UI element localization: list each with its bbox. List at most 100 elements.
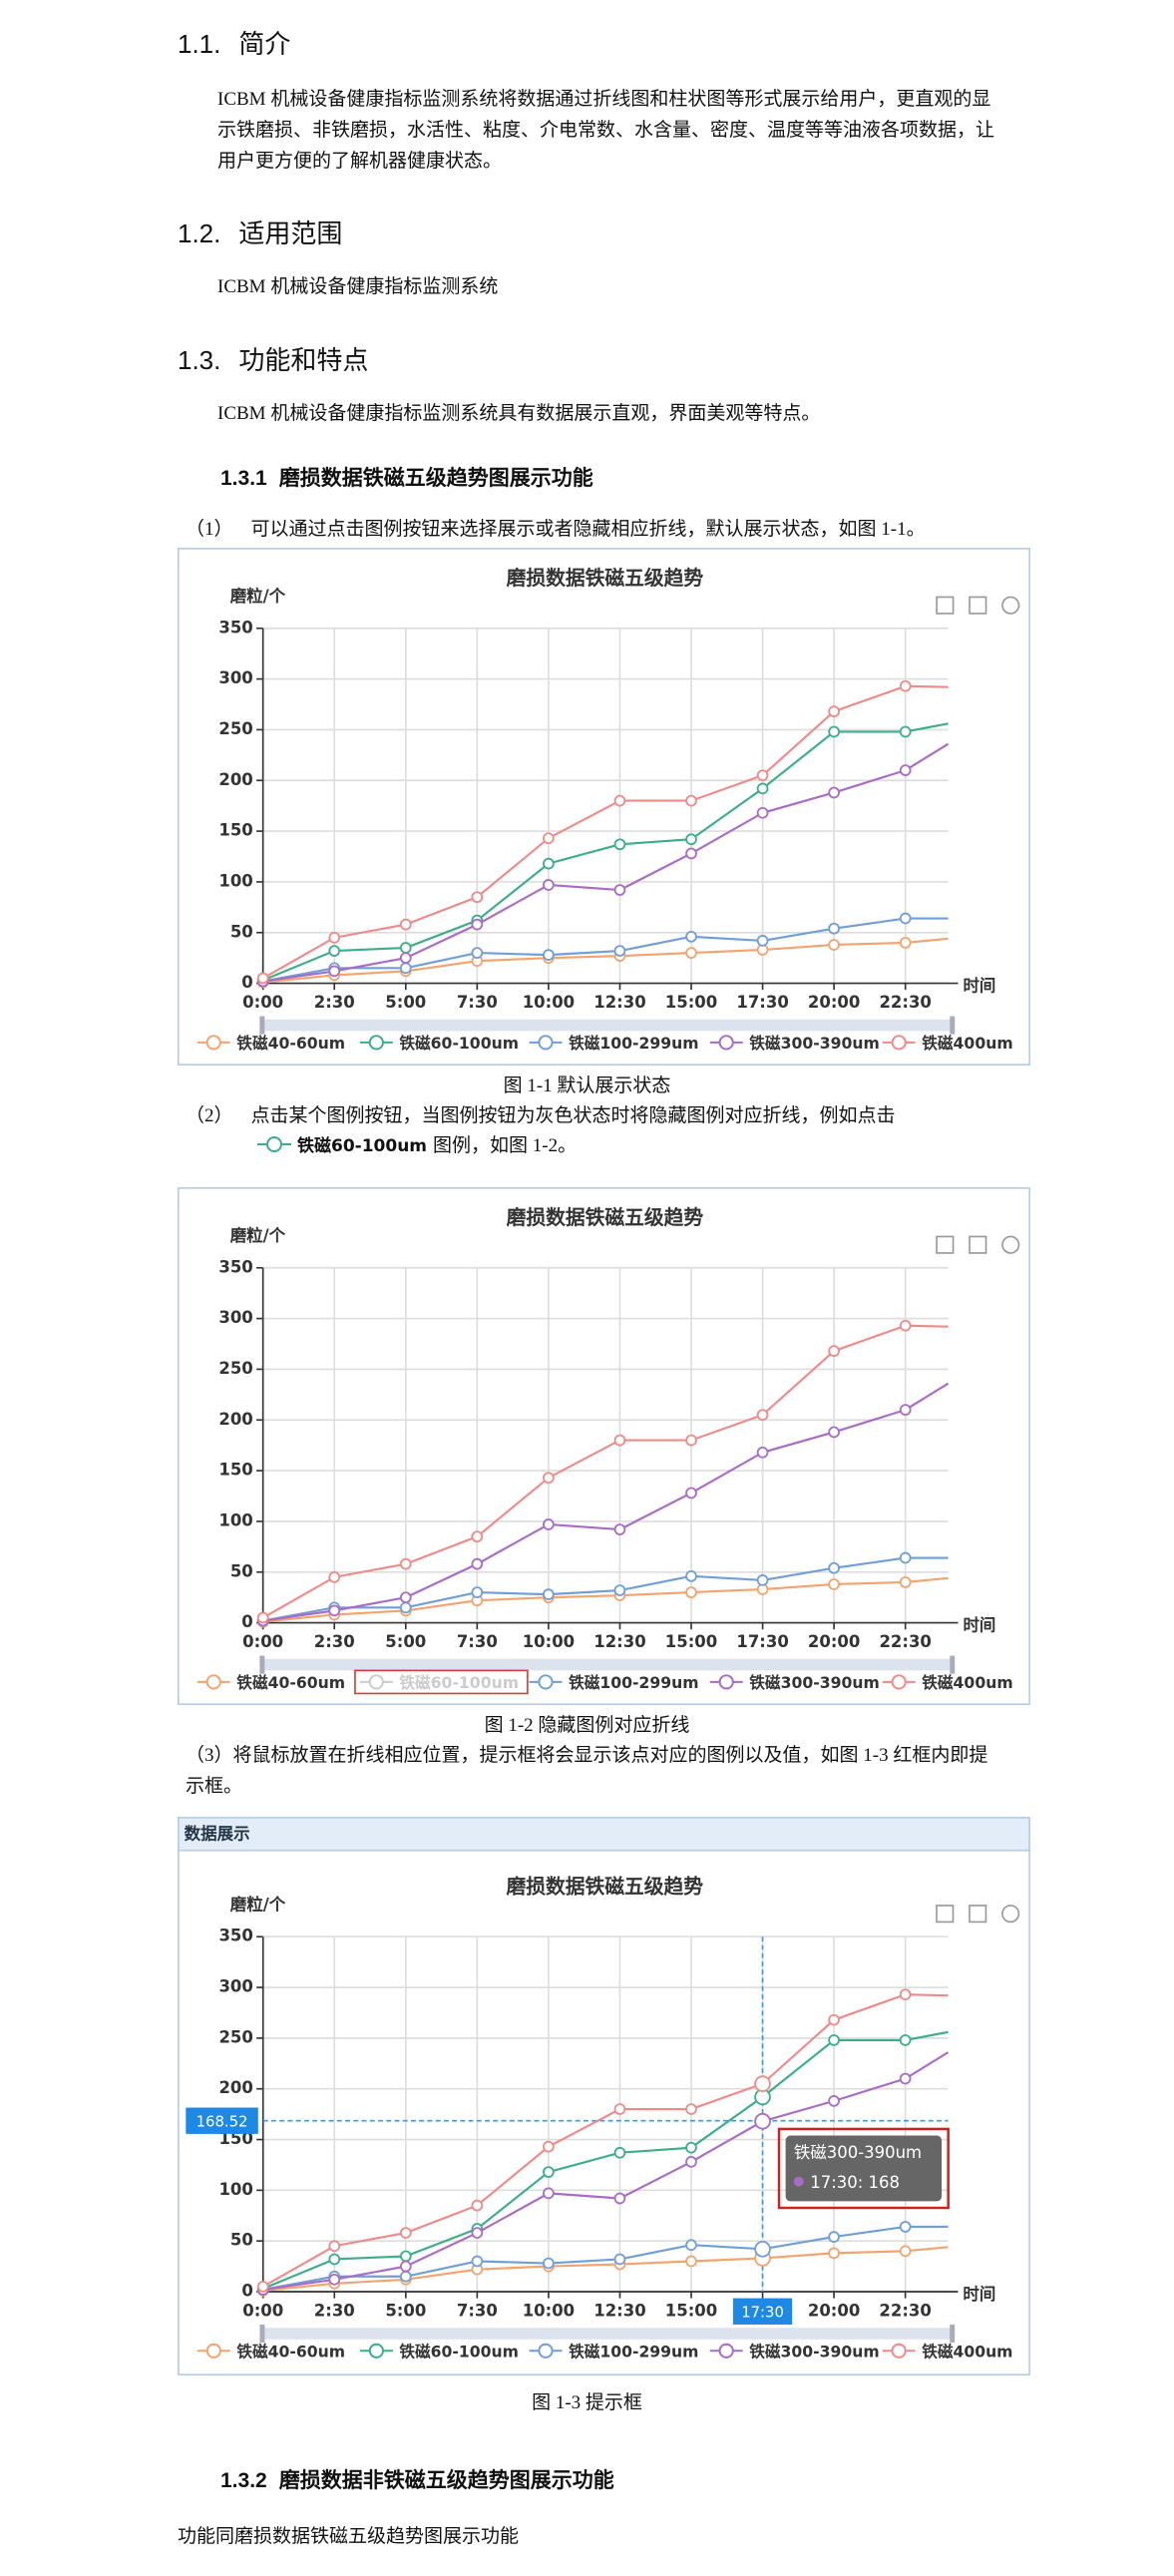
- legend-icon: [257, 1136, 291, 1152]
- x-tick-label: 10:00: [523, 993, 575, 1012]
- legend-label[interactable]: 铁磁300-390um: [749, 2342, 879, 2361]
- caption: 图 1-1 默认展示状态: [503, 1075, 671, 1096]
- data-point: [256, 972, 269, 985]
- x-tick-label: 20:00: [808, 1632, 860, 1651]
- data-point: [899, 764, 912, 776]
- legend-label[interactable]: 铁磁100-299um: [569, 2342, 698, 2361]
- legend-marker: [718, 2343, 734, 2359]
- zoom-handle: [950, 2324, 956, 2344]
- data-point: [899, 2221, 912, 2233]
- legend-label[interactable]: 铁磁300-390um: [749, 1673, 880, 1692]
- legend-label[interactable]: 铁磁100-299um: [569, 1673, 699, 1692]
- legend-marker: [205, 2343, 221, 2359]
- data-point: [828, 1578, 840, 1590]
- caption: 图 1-2 隐藏图例对应折线: [484, 1715, 690, 1736]
- data-point: [399, 2227, 412, 2239]
- x-axis-title: 时间: [963, 1615, 995, 1634]
- toolbox-icon: [936, 1905, 955, 1924]
- y-tick-label: 0: [241, 1612, 252, 1631]
- data-point: [613, 2146, 626, 2159]
- data-point: [471, 2255, 484, 2268]
- legend-label[interactable]: 铁磁40-60um: [236, 2342, 345, 2361]
- heading-title: 磨损数据铁磁五级趋势图展示功能: [278, 467, 593, 490]
- subheading: 1.3.2 磨损数据非铁磁五级趋势图展示功能: [220, 2464, 626, 2494]
- chart-frame: [178, 1187, 1030, 1705]
- item-text: 点击某个图例按钮，当图例按钮为灰色状态时将隐藏图例对应折线，例如点击: [250, 1105, 896, 1126]
- legend-label[interactable]: 铁磁100-299um: [569, 1034, 699, 1053]
- legend-label[interactable]: 铁磁60-100um: [399, 1034, 519, 1053]
- legend-marker: [891, 1674, 907, 1690]
- toolbox-icon: [1001, 596, 1020, 615]
- x-tick-label: 20:00: [808, 993, 860, 1012]
- legend-marker: [718, 1035, 734, 1051]
- data-point: [685, 2156, 697, 2168]
- toolbox-icon: [1001, 1235, 1020, 1254]
- data-point: [828, 1345, 840, 1357]
- chart-body: 磨损数据铁磁五级趋势磨粒/个时间0501001502002503003500:0…: [186, 1875, 1020, 2361]
- data-point: [543, 1518, 555, 1530]
- data-point: [756, 935, 769, 947]
- y-tick-label: 100: [218, 871, 252, 890]
- pointer-y-badge: [186, 2107, 258, 2134]
- data-point: [399, 1591, 412, 1604]
- data-point: [543, 2187, 555, 2200]
- legend-label[interactable]: 铁磁300-390um: [749, 1034, 880, 1053]
- data-point: [399, 918, 412, 931]
- y-tick-label: 100: [218, 1510, 252, 1529]
- heading-title: 简介: [238, 29, 291, 59]
- legend-label[interactable]: 铁磁40-60um: [236, 1034, 345, 1053]
- y-tick-label: 350: [218, 1257, 252, 1276]
- heading-number: 1.1.: [178, 29, 221, 59]
- chart: 数据展示磨损数据铁磁五级趋势磨粒/个时间05010015020025030035…: [178, 1817, 1030, 2375]
- data-point: [399, 2260, 412, 2273]
- data-point: [328, 965, 341, 978]
- data-point: [543, 1472, 555, 1485]
- data-point: [754, 2240, 771, 2258]
- x-tick-label: 10:00: [523, 1632, 575, 1651]
- legend-label[interactable]: 铁磁400um: [922, 1034, 1012, 1053]
- data-point: [685, 794, 697, 807]
- toolbox-icon: [969, 1905, 987, 1924]
- data-point: [328, 2273, 341, 2286]
- data-point: [899, 912, 912, 925]
- x-tick-label: 5:00: [385, 2301, 426, 2320]
- x-axis-title: 时间: [963, 976, 995, 995]
- data-point: [756, 1574, 769, 1586]
- toolbox-icon: [1001, 1905, 1020, 1924]
- zoom-handle: [259, 1016, 265, 1035]
- x-tick-label: 15:00: [665, 2301, 717, 2320]
- toolbox-icon: [969, 596, 987, 615]
- legend-label[interactable]: 铁磁400um: [922, 1673, 1012, 1692]
- data-point: [613, 2192, 626, 2205]
- paragraph: ICBM 机械设备健康指标监测系统具有数据展示直观，界面美观等特点。: [217, 403, 821, 424]
- data-point: [899, 1551, 912, 1564]
- data-point: [613, 2253, 626, 2266]
- y-axis-title: 磨粒/个: [230, 1895, 286, 1914]
- y-tick-label: 200: [218, 1410, 252, 1429]
- y-tick-label: 0: [241, 2282, 252, 2301]
- legend-label[interactable]: 铁磁400um: [922, 2342, 1012, 2361]
- legend-marker: [891, 1035, 907, 1051]
- data-point: [685, 2141, 697, 2154]
- data-point: [899, 2034, 912, 2046]
- y-tick-label: 100: [218, 2180, 252, 2199]
- legend-name: 铁磁60-100um: [297, 1136, 428, 1156]
- y-tick-label: 50: [230, 1561, 253, 1580]
- legend-label[interactable]: 铁磁40-60um: [236, 1673, 345, 1692]
- data-point: [471, 891, 484, 904]
- subheading: 1.3.1 磨损数据铁磁五级趋势图展示功能: [220, 462, 605, 492]
- data-point: [471, 947, 484, 959]
- data-point: [328, 931, 341, 944]
- data-point: [899, 1988, 912, 2001]
- zoom-slider: [262, 2328, 952, 2340]
- heading-title: 磨损数据非铁磁五级趋势图展示功能: [278, 2469, 614, 2492]
- caption: 图 1-3 提示框: [532, 2392, 642, 2413]
- legend-label[interactable]: 铁磁60-100um: [399, 2342, 518, 2361]
- data-point: [828, 786, 840, 799]
- data-point: [828, 725, 840, 738]
- legend-label[interactable]: 铁磁60-100um: [399, 1673, 519, 1692]
- data-point: [328, 1604, 341, 1617]
- item-number: （1）: [186, 519, 233, 540]
- data-point: [828, 922, 840, 935]
